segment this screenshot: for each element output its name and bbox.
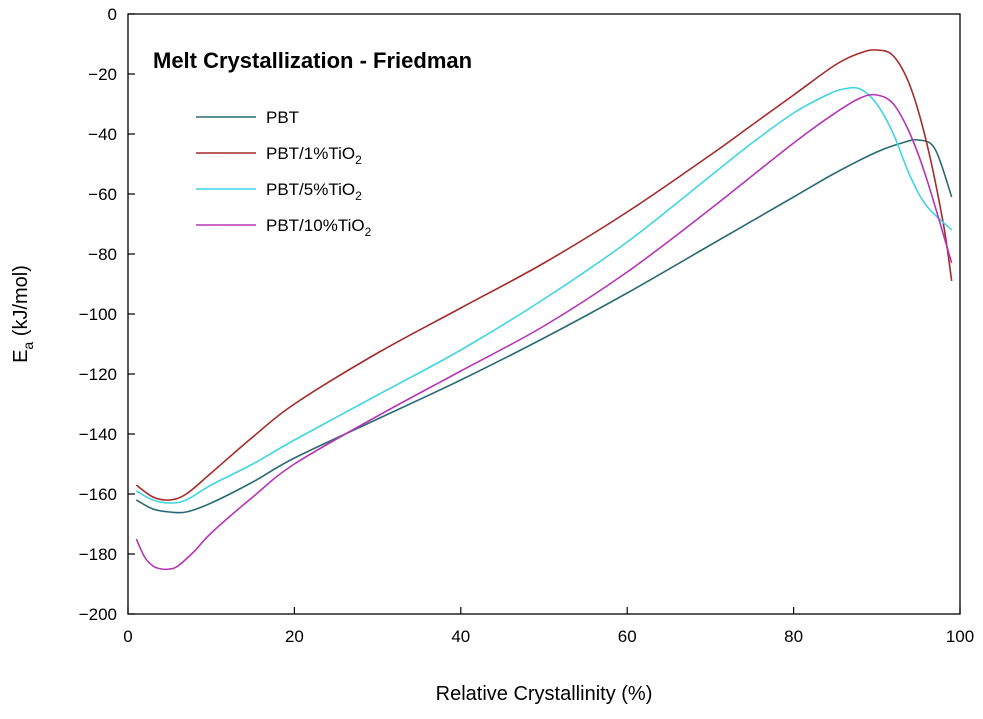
x-tick-label: 0 [123,627,132,646]
series-line-pbt-1-tio2 [135,49,953,501]
x-tick-label: 80 [784,627,803,646]
y-tick-label: 0 [108,5,117,24]
y-tick-label: −180 [79,545,117,564]
legend-label-pbt-10-tio2: PBT/10%TiO2 [266,216,372,239]
y-tick-label: −80 [88,245,117,264]
legend-label-main: PBT/5%TiO [266,180,355,199]
x-tick-label: 20 [285,627,304,646]
y-tick-label: −120 [79,365,117,384]
y-tick-label: −160 [79,485,117,504]
series-lines [135,49,953,571]
legend-label-pbt: PBT [266,108,299,127]
y-axis: 0 −20 −40 −60 −80 −100 −120 −140 −160 −180 −200 [79,5,135,624]
y-tick-label: −200 [79,605,117,624]
y-tick-label: −140 [79,425,117,444]
plot-area [127,13,961,615]
series-line-pbt-5-tio2 [135,86,953,504]
y-axis-title-sub: a [20,342,36,350]
x-tick-label: 60 [618,627,637,646]
legend-label-sub: 2 [355,189,362,203]
x-tick-label: 100 [946,627,974,646]
y-tick-label: −100 [79,305,117,324]
y-tick-label: −40 [88,125,117,144]
y-axis-title-unit: (kJ/mol) [10,265,32,342]
x-axis-title: Relative Crystallinity (%) [436,683,653,705]
legend-label-main: PBT [266,108,299,127]
series-line-pbt [135,138,953,514]
legend-label-sub: 2 [365,225,372,239]
y-axis-title: Ea (kJ/mol) [10,265,36,363]
legend-label-main: PBT/1%TiO [266,144,355,163]
series-line-pbt-10-tio2 [135,93,953,571]
chart-title: Melt Crystallization - Friedman [153,48,472,73]
x-axis: 0 20 40 60 80 100 [123,607,974,646]
x-tick-label: 40 [451,627,470,646]
y-axis-title-main: E [10,350,32,363]
legend-label-sub: 2 [355,153,362,167]
legend-label-main: PBT/10%TiO [266,216,365,235]
legend-label-pbt-5-tio2: PBT/5%TiO2 [266,180,362,203]
legend-label-pbt-1-tio2: PBT/1%TiO2 [266,144,362,167]
y-tick-label: −60 [88,185,117,204]
y-tick-label: −20 [88,65,117,84]
